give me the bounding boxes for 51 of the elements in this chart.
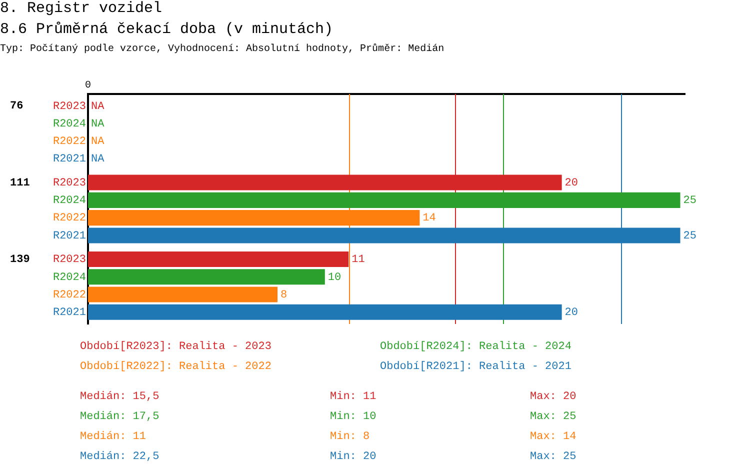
text: R2021 [52, 154, 86, 166]
data-label: 11 [352, 254, 366, 266]
text: Typ: Počítaný podle vzorce, Vyhodnocení: Absolutní hodnoty, Průměr: Medián [0, 44, 444, 55]
text: NA [91, 136, 104, 148]
text: Max: 25 [530, 451, 576, 463]
data-label: 10 [328, 272, 342, 284]
data-label: 25 [683, 195, 696, 208]
text: R2023 [52, 100, 86, 113]
y-tick-label: 139 [10, 254, 30, 266]
bar [88, 304, 562, 320]
text: Max: 20 [530, 391, 576, 403]
chart-title: 8. Registr vozidel [0, 0, 162, 17]
chart-subtitle: 8.6 Průměrná čekací doba (v minutách) [0, 21, 334, 38]
text: NA [91, 154, 104, 166]
series-label: R2021 [52, 230, 86, 242]
series-label: R2024 [52, 195, 86, 208]
series-label: R2023 [52, 177, 86, 190]
data-label: 14 [422, 212, 436, 225]
text: R2024 [52, 118, 86, 130]
data-label: 8 [280, 289, 288, 302]
y-tick-label: 76 [10, 100, 24, 113]
text: Období[R2021]: Realita - 2021 [380, 361, 572, 373]
data-label: 20 [564, 307, 578, 320]
text: R2021 [52, 307, 86, 320]
bar [88, 286, 278, 302]
text: 0 [84, 80, 92, 92]
series-label: R2022 [52, 212, 86, 225]
text: R2023 [52, 254, 86, 266]
text: Min: 11 [330, 391, 376, 403]
text: R2024 [52, 272, 86, 284]
text: Období[R2024]: Realita - 2024 [380, 341, 572, 353]
data-label: 25 [683, 230, 696, 242]
text: Max: 25 [530, 411, 576, 423]
bar [88, 251, 349, 267]
text: Období[R2022]: Realita - 2022 [80, 361, 272, 373]
y-tick-label: 111 [10, 177, 30, 190]
text: NA [91, 118, 104, 130]
text: Medián: 15,5 [80, 391, 160, 403]
text: Období[R2023]: Realita - 2023 [80, 341, 272, 353]
text: Min: 10 [330, 411, 376, 423]
data-label: 20 [564, 177, 578, 190]
text: Medián: 22,5 [80, 451, 160, 463]
text: R2022 [52, 136, 86, 148]
text: Max: 14 [530, 431, 576, 443]
text: NA [91, 100, 104, 113]
text: Min: 20 [330, 451, 376, 463]
text: Medián: 17,5 [80, 411, 160, 423]
text: Min: 8 [330, 431, 370, 443]
text: Medián: 11 [80, 431, 146, 443]
text: R2022 [52, 289, 86, 302]
bar [88, 269, 325, 285]
